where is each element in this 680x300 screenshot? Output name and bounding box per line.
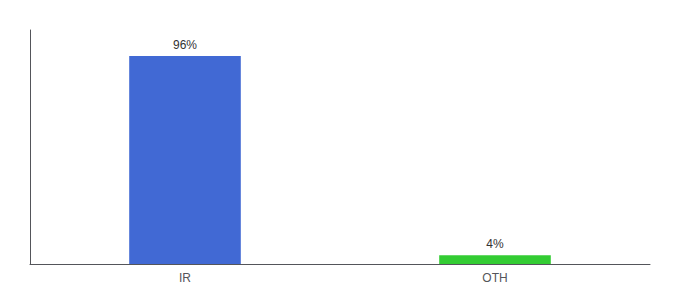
svg-text:IR: IR xyxy=(179,271,191,285)
svg-text:96%: 96% xyxy=(173,38,197,52)
svg-text:4%: 4% xyxy=(486,237,504,251)
svg-text:OTH: OTH xyxy=(482,271,507,285)
